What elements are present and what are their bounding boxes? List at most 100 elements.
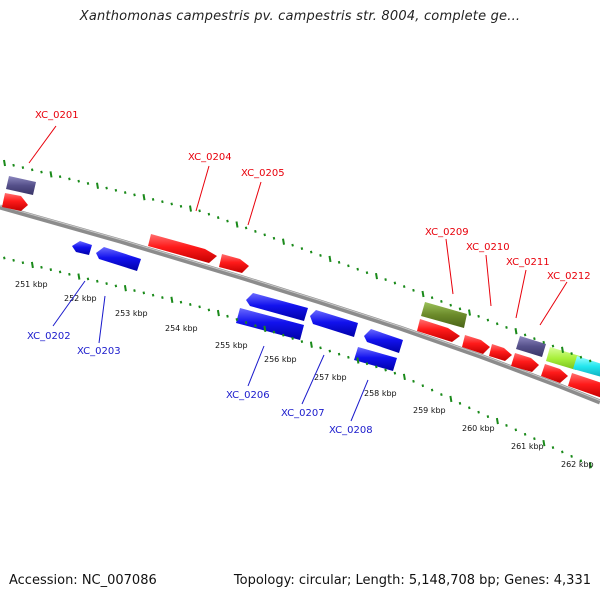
minor-tick — [226, 219, 229, 223]
gene-red-arrow-b[interactable] — [568, 373, 600, 398]
gene-xc0206-arrow-a[interactable] — [246, 293, 308, 321]
minor-tick — [365, 271, 369, 275]
minor-tick — [486, 415, 490, 419]
kbp-tick-label: 262 kbp — [561, 460, 594, 469]
gene-cyan-block[interactable] — [573, 356, 600, 377]
minor-tick — [170, 202, 173, 206]
minor-tick — [588, 359, 592, 363]
reverse-gene-labels: XC_0202 XC_0203 XC_0206 XC_0207 XC_0208 — [27, 331, 373, 436]
gene-label-xc0203[interactable]: XC_0203 — [77, 346, 121, 357]
gene-label-xc0205[interactable]: XC_0205 — [241, 168, 285, 179]
gene-xc0211-arrow[interactable] — [489, 344, 512, 361]
map-title: Xanthomonas campestris pv. campestris st… — [79, 9, 521, 24]
minor-tick — [77, 179, 80, 183]
gene-xc0203-arrow[interactable] — [96, 247, 141, 271]
gene-xc0208-arrow-a[interactable] — [364, 329, 403, 353]
minor-tick — [96, 279, 99, 283]
major-tick — [235, 221, 239, 228]
minor-tick — [523, 333, 527, 337]
major-tick — [561, 346, 564, 353]
gene-label-xc0208[interactable]: XC_0208 — [329, 425, 373, 436]
minor-tick — [570, 454, 573, 458]
minor-tick — [254, 229, 257, 233]
major-tick — [263, 325, 267, 333]
gene-xc0208-block[interactable] — [354, 347, 397, 371]
minor-tick — [412, 288, 415, 292]
minor-tick — [356, 267, 359, 271]
minor-tick — [393, 281, 397, 285]
minor-tick — [272, 330, 276, 334]
minor-tick — [309, 250, 313, 254]
gene-label-xc0207[interactable]: XC_0207 — [281, 408, 325, 419]
minor-tick — [347, 355, 350, 359]
major-tick — [375, 272, 378, 280]
gene-xc0209-block[interactable] — [421, 302, 467, 328]
major-tick — [189, 205, 192, 212]
minor-tick — [86, 277, 90, 281]
minor-tick — [133, 193, 136, 197]
gene-xc0201-arrow[interactable] — [2, 193, 28, 211]
minor-tick — [58, 175, 62, 179]
gene-label-xc0206[interactable]: XC_0206 — [226, 390, 270, 401]
kbp-tick-label: 257 kbp — [314, 373, 347, 382]
minor-tick — [430, 296, 434, 300]
major-tick — [328, 255, 332, 263]
gene-red-arrow-a[interactable] — [541, 364, 568, 383]
minor-tick — [40, 265, 43, 269]
minor-tick — [458, 307, 462, 311]
gene-label-xc0202[interactable]: XC_0202 — [27, 331, 71, 342]
gene-lime-block[interactable] — [546, 347, 580, 370]
minor-tick — [244, 321, 248, 325]
gene-xc0202-arrow[interactable] — [72, 241, 92, 255]
major-tick — [49, 171, 53, 178]
gene-xc0201-block[interactable] — [6, 176, 36, 195]
forward-features — [2, 176, 600, 398]
gene-label-xc0212[interactable]: XC_0212 — [547, 271, 591, 282]
minor-tick — [458, 401, 462, 405]
minor-tick — [375, 365, 378, 369]
minor-tick — [254, 324, 257, 328]
minor-tick — [440, 393, 443, 396]
gene-xc0204-arrow[interactable] — [148, 234, 217, 263]
minor-tick — [114, 188, 118, 192]
gene-label-xc0209[interactable]: XC_0209 — [425, 227, 469, 238]
minor-tick — [86, 182, 90, 185]
minor-tick — [12, 258, 15, 262]
minor-tick — [533, 337, 536, 341]
minor-tick — [142, 291, 146, 295]
kbp-tick-label: 254 kbp — [165, 324, 198, 333]
major-tick — [309, 341, 313, 348]
minor-tick — [477, 314, 480, 318]
minor-tick — [105, 186, 108, 190]
label-leader-lines — [28, 125, 568, 422]
minor-tick — [244, 226, 248, 230]
major-tick — [421, 290, 425, 298]
minor-tick — [551, 446, 555, 449]
minor-tick — [21, 261, 25, 265]
major-tick — [588, 462, 592, 469]
gene-xc0210-arrow[interactable] — [462, 335, 490, 354]
gene-label-xc0204[interactable]: XC_0204 — [188, 152, 232, 163]
minor-tick — [58, 270, 62, 274]
gene-xc0206-block[interactable] — [236, 308, 304, 340]
minor-tick — [3, 256, 6, 260]
forward-gene-labels: XC_0201 XC_0204 XC_0205 XC_0209 XC_0210 … — [35, 110, 591, 282]
minor-tick — [68, 177, 71, 181]
minor-tick — [365, 362, 369, 366]
minor-tick — [430, 388, 434, 392]
gene-xc0212-arrow[interactable] — [511, 353, 539, 372]
gene-xc0205-arrow[interactable] — [219, 254, 249, 273]
major-tick — [356, 357, 360, 364]
gene-xc0211-block[interactable] — [516, 336, 546, 357]
gene-label-xc0211[interactable]: XC_0211 — [506, 257, 550, 268]
minor-tick — [198, 305, 201, 309]
gene-label-xc0201[interactable]: XC_0201 — [35, 110, 79, 121]
gene-label-xc0210[interactable]: XC_0210 — [466, 242, 510, 253]
genome-backbone — [0, 204, 600, 405]
minor-tick — [514, 428, 518, 432]
gene-xc0207-arrow[interactable] — [310, 310, 358, 337]
gene-xc0209-arrow[interactable] — [417, 319, 460, 342]
minor-tick — [291, 243, 294, 247]
minor-tick — [523, 432, 527, 436]
